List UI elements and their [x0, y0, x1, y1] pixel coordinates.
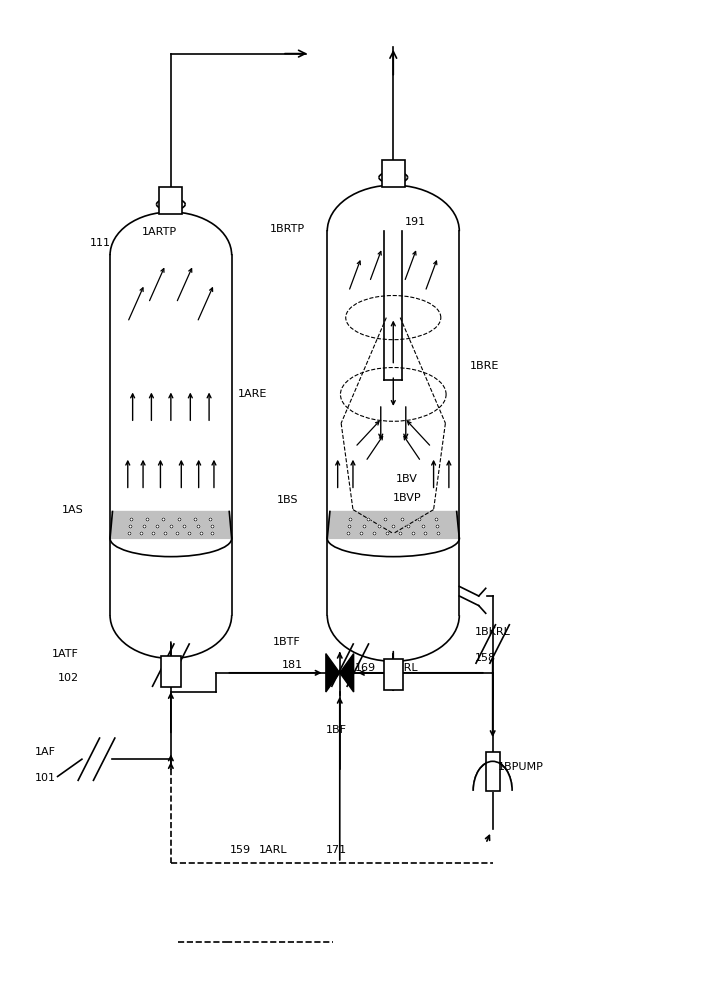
Text: 1ATF: 1ATF: [52, 649, 79, 659]
Text: 101: 101: [35, 773, 56, 783]
Text: 1BF: 1BF: [326, 725, 347, 735]
Text: 159: 159: [230, 845, 251, 855]
Bar: [382, 160, 405, 187]
Polygon shape: [327, 512, 459, 538]
Text: 1ARTP: 1ARTP: [142, 227, 177, 237]
Bar: [159, 187, 182, 214]
Bar: [486, 752, 500, 791]
Text: 1ARL: 1ARL: [259, 845, 287, 855]
Text: 1ARE: 1ARE: [238, 389, 268, 399]
Polygon shape: [326, 654, 340, 692]
Text: 1BKRL: 1BKRL: [475, 627, 510, 637]
Text: 1BVP: 1BVP: [393, 493, 422, 503]
Bar: [384, 659, 403, 690]
Text: 1BRL: 1BRL: [390, 663, 418, 673]
Text: 191: 191: [405, 217, 426, 227]
Text: 1BRTP: 1BRTP: [270, 224, 305, 234]
Text: 1BRE: 1BRE: [470, 361, 499, 371]
Polygon shape: [110, 512, 232, 538]
Text: 1BV: 1BV: [395, 474, 417, 484]
Text: 1BPUMP: 1BPUMP: [497, 762, 544, 772]
Text: 1BTF: 1BTF: [273, 637, 301, 647]
Text: 169: 169: [355, 663, 376, 673]
Bar: [161, 656, 180, 687]
Text: 171: 171: [326, 845, 347, 855]
Text: 1AS: 1AS: [62, 505, 84, 515]
Text: 1BS: 1BS: [277, 495, 298, 505]
Text: 181: 181: [282, 660, 303, 670]
Text: 1AF: 1AF: [35, 747, 56, 757]
Polygon shape: [340, 654, 353, 692]
Polygon shape: [473, 764, 512, 791]
Text: 102: 102: [58, 673, 79, 683]
Text: 158: 158: [475, 653, 496, 663]
Text: 111: 111: [89, 238, 110, 248]
